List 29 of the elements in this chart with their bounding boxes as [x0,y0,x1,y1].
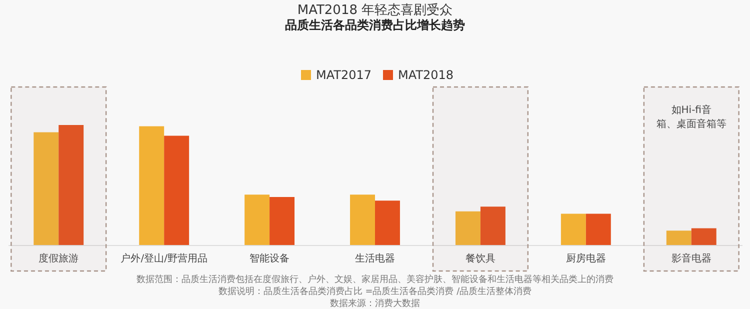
bar [586,214,611,245]
source-note: 数据来源：消费大数据 [329,298,421,309]
bar [480,206,506,245]
bar [666,230,692,245]
x-tick-label: 厨房电器 [566,252,606,264]
band-label: 如Hi-fi音箱、桌面音箱等 [656,104,726,130]
bar [164,136,190,245]
bar [375,200,400,245]
x-tick-label: 餐饮具 [465,252,496,264]
x-tick-label: 度假旅游 [38,252,79,264]
bar [244,194,270,245]
x-tick-label: 生活电器 [355,252,395,264]
legend-label: MAT2017 [316,68,372,82]
bar [58,125,84,245]
x-tick-label: 智能设备 [250,252,290,264]
x-tick-label: 户外/登山/野营用品 [120,252,208,264]
bar [560,214,586,245]
chart-subtitle: 品质生活各品类消费占比增长趋势 [285,18,465,32]
x-tick-label: 影音电器 [671,252,712,264]
legend-label: MAT2018 [398,68,454,82]
text: 数据范围：品质生活消费包括在度假旅行、户外、文娱、家居用品、美容护肤、智能设备和生活电器等相关品类上的消费 [136,274,614,286]
bar [139,126,164,245]
bar [455,211,480,245]
chart-title: MAT2018 年轻态喜剧受众 [297,3,453,18]
text: 数据说明：品质生活各品类消费占比 =品质生活各品类消费 /品质生活整体消费 [217,286,533,298]
bar [34,132,59,245]
bar [270,197,295,245]
bar [350,194,375,245]
bar [691,228,716,245]
